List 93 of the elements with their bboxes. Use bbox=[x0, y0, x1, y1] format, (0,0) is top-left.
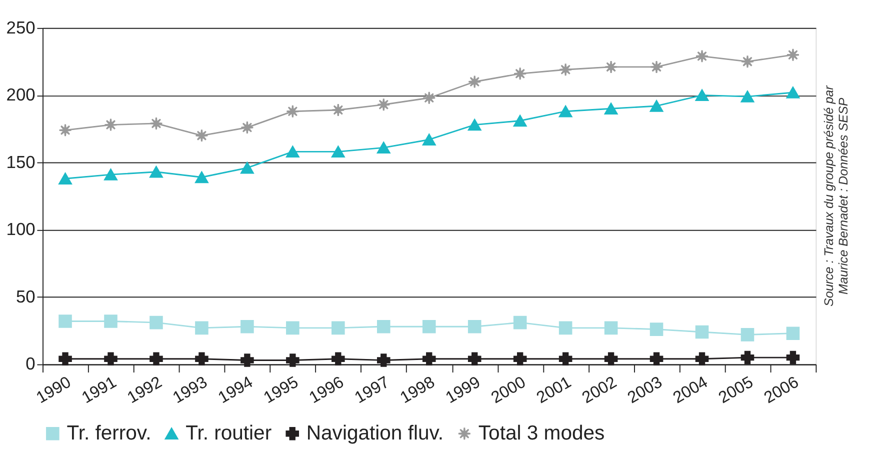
point bbox=[332, 352, 345, 366]
point bbox=[195, 128, 208, 142]
x-tick-label: 1991 bbox=[78, 373, 120, 408]
point bbox=[150, 352, 163, 366]
point bbox=[195, 321, 208, 335]
point bbox=[422, 320, 436, 334]
y-tick-label: 200 bbox=[6, 84, 36, 105]
x-tick-label: 2006 bbox=[761, 373, 802, 408]
x-tick-label: 2005 bbox=[716, 373, 756, 408]
point bbox=[332, 321, 345, 335]
point bbox=[150, 166, 163, 178]
y-tick-label: 250 bbox=[6, 17, 36, 38]
x-tick-label: 1995 bbox=[260, 373, 302, 408]
point bbox=[695, 50, 709, 63]
point bbox=[468, 352, 482, 366]
legend-label: Navigation fluv. bbox=[306, 422, 444, 444]
point bbox=[740, 54, 754, 68]
point bbox=[286, 321, 300, 335]
legend-label: Total 3 modes bbox=[478, 422, 605, 444]
x-tick-label: 1998 bbox=[397, 373, 438, 408]
point bbox=[422, 91, 436, 105]
point bbox=[240, 354, 254, 367]
x-tick-label: 1996 bbox=[306, 373, 347, 408]
point bbox=[604, 352, 618, 366]
x-tick-label: 1994 bbox=[215, 373, 256, 408]
point bbox=[468, 118, 482, 131]
point bbox=[195, 352, 208, 366]
point bbox=[650, 60, 664, 74]
y-tick-label: 100 bbox=[6, 219, 36, 240]
point bbox=[513, 114, 527, 127]
point bbox=[104, 352, 118, 366]
point bbox=[786, 86, 800, 98]
point bbox=[468, 320, 482, 334]
y-tick-label: 150 bbox=[6, 152, 36, 172]
point bbox=[376, 98, 390, 112]
x-tick-label: 2000 bbox=[488, 373, 529, 408]
point bbox=[150, 116, 163, 130]
point bbox=[332, 146, 345, 158]
point bbox=[150, 316, 163, 330]
point bbox=[558, 321, 572, 335]
point bbox=[513, 352, 527, 366]
point bbox=[240, 320, 254, 334]
point bbox=[240, 162, 254, 174]
point bbox=[286, 146, 300, 158]
point bbox=[513, 67, 527, 80]
x-tick-label: 1993 bbox=[170, 373, 210, 408]
x-tick-label: 1999 bbox=[442, 373, 484, 408]
point bbox=[513, 316, 527, 330]
point bbox=[286, 104, 300, 118]
y-tick-label: 0 bbox=[26, 354, 36, 374]
point bbox=[240, 120, 254, 134]
point bbox=[558, 63, 572, 76]
point bbox=[558, 106, 572, 118]
point bbox=[332, 103, 345, 117]
x-tick-label: 2003 bbox=[624, 373, 666, 408]
x-tick-label: 2001 bbox=[534, 373, 574, 408]
point bbox=[695, 352, 709, 366]
point bbox=[558, 352, 572, 366]
point bbox=[376, 320, 390, 334]
x-tick-label: 1997 bbox=[352, 373, 392, 408]
point bbox=[604, 60, 618, 74]
y-tick-label: 50 bbox=[16, 286, 36, 306]
point bbox=[604, 321, 618, 335]
point bbox=[650, 352, 664, 366]
point bbox=[104, 314, 118, 328]
point bbox=[376, 354, 390, 367]
point bbox=[695, 89, 709, 102]
point bbox=[786, 326, 800, 340]
point bbox=[58, 352, 72, 366]
point bbox=[740, 350, 754, 364]
legend-label: Tr. routier bbox=[186, 422, 272, 444]
point bbox=[604, 102, 618, 115]
x-tick-label: 1992 bbox=[124, 373, 165, 408]
point bbox=[740, 328, 754, 342]
point bbox=[58, 172, 72, 184]
point bbox=[286, 354, 300, 367]
point bbox=[695, 325, 709, 339]
point bbox=[786, 350, 800, 364]
point bbox=[422, 352, 436, 366]
point bbox=[195, 171, 208, 184]
x-tick-label: 2004 bbox=[670, 373, 711, 408]
point bbox=[58, 314, 72, 328]
point bbox=[650, 322, 664, 336]
x-tick-label: 2002 bbox=[579, 373, 620, 408]
point bbox=[104, 168, 118, 180]
point bbox=[650, 100, 664, 112]
x-tick-label: 1990 bbox=[33, 373, 74, 408]
point bbox=[376, 142, 390, 154]
legend-label: Tr. ferrov. bbox=[66, 422, 152, 444]
point bbox=[786, 48, 800, 62]
source-note: Source : Travaux du groupe présidé par Maurice Bernadet : Données SESP bbox=[822, 84, 851, 307]
point bbox=[422, 134, 436, 146]
point bbox=[740, 90, 754, 102]
